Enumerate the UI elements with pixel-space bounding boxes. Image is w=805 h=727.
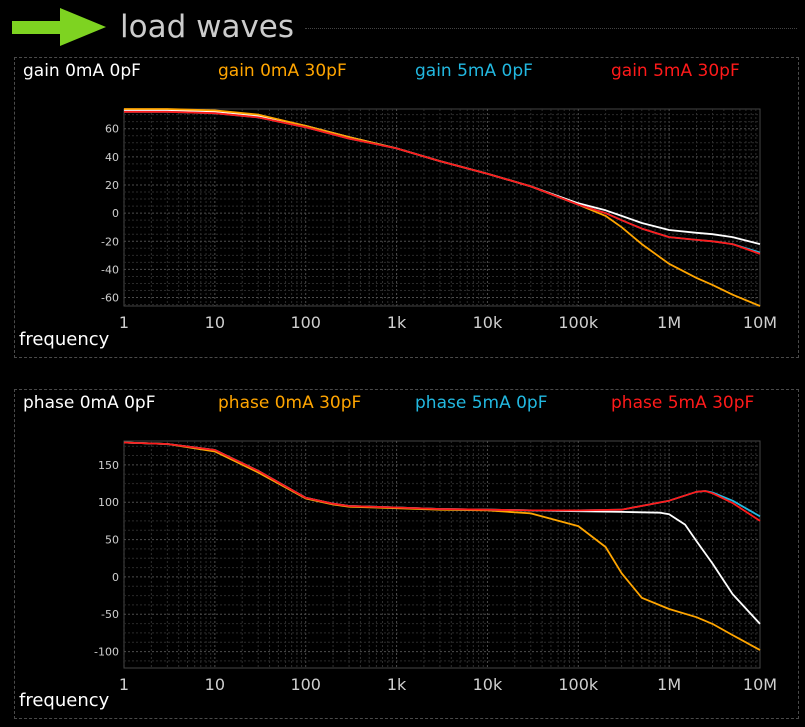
- gain-legend: gain 0mA 0pF gain 0mA 30pF gain 5mA 0pF …: [19, 60, 798, 84]
- legend-entry: gain 0mA 0pF: [23, 61, 141, 81]
- x-tick-label: 10k: [473, 313, 503, 332]
- plot-area: [123, 108, 761, 307]
- x-axis-label: frequency: [19, 329, 110, 350]
- x-tick-label: 100: [290, 675, 321, 694]
- x-tick-label: 1: [119, 313, 129, 332]
- y-tick-label: -60: [101, 292, 119, 305]
- y-tick-label: -100: [94, 646, 119, 659]
- y-tick-label: 60: [105, 123, 119, 136]
- legend-entry: phase 5mA 30pF: [611, 393, 755, 413]
- y-tick-label: 20: [105, 179, 119, 192]
- gain-panel: gain 0mA 0pF gain 0mA 30pF gain 5mA 0pF …: [14, 57, 799, 358]
- y-tick-label: -20: [101, 235, 119, 248]
- phase-legend: phase 0mA 0pF phase 0mA 30pF phase 5mA 0…: [19, 392, 798, 416]
- x-axis-label: frequency: [19, 690, 110, 711]
- y-tick-label: 40: [105, 151, 119, 164]
- series-line: [123, 441, 761, 522]
- x-tick-label: 1k: [387, 675, 407, 694]
- legend-entry: phase 0mA 30pF: [218, 393, 362, 413]
- phase-panel: phase 0mA 0pF phase 0mA 30pF phase 5mA 0…: [14, 389, 799, 719]
- x-tick-label: 100: [290, 313, 321, 332]
- phase-plot: 150 100 50 0 -50 -100 1 10 100 1k 10k 100k 1M 10M: [94, 440, 777, 694]
- y-tick-label: 0: [112, 571, 119, 584]
- x-tick-label: 100k: [558, 313, 599, 332]
- x-tick-label: 1k: [387, 313, 407, 332]
- legend-entry: phase 0mA 0pF: [23, 393, 156, 413]
- x-tick-label: 1: [119, 675, 129, 694]
- y-tick-label: -40: [101, 263, 119, 276]
- x-tick-label: 10k: [473, 675, 503, 694]
- x-tick-label: 10M: [743, 675, 777, 694]
- plot-area: [123, 440, 761, 669]
- x-tick-label: 1M: [657, 313, 681, 332]
- x-tick-label: 10: [205, 313, 225, 332]
- gain-plot: 60 40 20 0 -20 -40 -601 10 100 1k 10k 100k 1M 10M: [101, 108, 777, 332]
- x-tick-label: 1M: [657, 675, 681, 694]
- y-tick-label: -50: [101, 608, 119, 621]
- x-tick-label: 10M: [743, 313, 777, 332]
- legend-entry: phase 5mA 0pF: [415, 393, 548, 413]
- y-tick-label: 0: [112, 207, 119, 220]
- y-tick-label: 150: [98, 459, 119, 472]
- legend-entry: gain 5mA 0pF: [415, 61, 533, 81]
- arrow-icon: [12, 8, 106, 46]
- y-tick-label: 50: [105, 534, 119, 547]
- legend-entry: gain 5mA 30pF: [611, 61, 740, 81]
- header-divider: [305, 28, 797, 29]
- x-tick-label: 10: [205, 675, 225, 694]
- header: load waves: [0, 0, 805, 56]
- x-tick-label: 100k: [558, 675, 599, 694]
- series-line: [124, 110, 761, 255]
- page-title: load waves: [120, 9, 295, 45]
- series-line: [123, 441, 761, 651]
- legend-entry: gain 0mA 30pF: [218, 61, 347, 81]
- y-tick-label: 100: [98, 496, 119, 509]
